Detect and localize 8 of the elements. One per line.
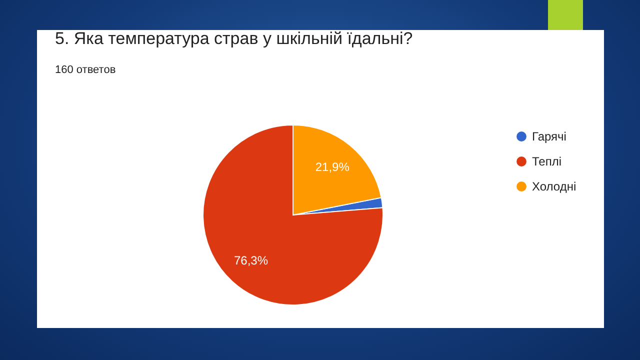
legend-label: Теплі	[532, 154, 562, 168]
data-label: 21,9%	[315, 160, 350, 174]
text: 160 ответов	[55, 64, 116, 76]
chart-title: 5. Яка температура страв у шкільній їдальні?	[55, 29, 413, 48]
data-label: 76,3%	[234, 254, 268, 268]
legend-label: Холодні	[532, 180, 576, 194]
pie-slice	[202, 124, 384, 306]
legend-label: Гарячі	[532, 130, 566, 144]
